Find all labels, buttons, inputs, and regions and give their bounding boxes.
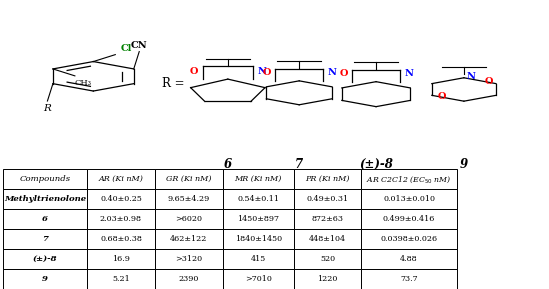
Text: 73.7: 73.7 bbox=[400, 275, 418, 283]
Bar bbox=[87, 249, 155, 269]
Text: R: R bbox=[43, 104, 52, 114]
Bar bbox=[155, 189, 223, 209]
Text: GR (Ki nM): GR (Ki nM) bbox=[166, 175, 212, 183]
Text: 9.65±4.29: 9.65±4.29 bbox=[168, 195, 210, 203]
Text: 6: 6 bbox=[42, 215, 48, 223]
Text: AR (Ki nM): AR (Ki nM) bbox=[98, 175, 143, 183]
Text: CH₃: CH₃ bbox=[75, 79, 92, 87]
Text: 4.88: 4.88 bbox=[400, 255, 418, 263]
Text: AR C2C12 (EC$_{50}$ nM): AR C2C12 (EC$_{50}$ nM) bbox=[366, 174, 452, 185]
Text: 7: 7 bbox=[42, 235, 48, 243]
Bar bbox=[3, 209, 87, 229]
Text: 1840±1450: 1840±1450 bbox=[234, 235, 282, 243]
Bar bbox=[223, 269, 294, 289]
Text: O: O bbox=[262, 68, 271, 77]
Bar bbox=[155, 209, 223, 229]
Text: 2390: 2390 bbox=[179, 275, 199, 283]
Text: CN: CN bbox=[131, 41, 148, 50]
Bar bbox=[3, 269, 87, 289]
Text: 9: 9 bbox=[460, 158, 468, 171]
Text: PR (Ki nM): PR (Ki nM) bbox=[305, 175, 350, 183]
Bar bbox=[361, 249, 457, 269]
Bar bbox=[155, 229, 223, 249]
Bar bbox=[361, 229, 457, 249]
Text: (±)-8: (±)-8 bbox=[359, 158, 393, 171]
Text: 872±63: 872±63 bbox=[311, 215, 344, 223]
Text: N: N bbox=[467, 72, 475, 81]
Text: Compounds: Compounds bbox=[19, 175, 70, 183]
Text: 0.49±0.31: 0.49±0.31 bbox=[306, 195, 349, 203]
Text: MR (Ki nM): MR (Ki nM) bbox=[234, 175, 282, 183]
Text: >6020: >6020 bbox=[175, 215, 203, 223]
Text: O: O bbox=[485, 77, 493, 86]
Text: N: N bbox=[257, 66, 266, 75]
Text: >3120: >3120 bbox=[175, 255, 203, 263]
Bar bbox=[294, 209, 361, 229]
Bar bbox=[294, 189, 361, 209]
Text: 2.03±0.98: 2.03±0.98 bbox=[100, 215, 142, 223]
Text: R =: R = bbox=[162, 77, 184, 90]
Text: O: O bbox=[438, 92, 446, 101]
Bar bbox=[223, 189, 294, 209]
Bar bbox=[223, 209, 294, 229]
Text: (±)-8: (±)-8 bbox=[32, 255, 57, 263]
Text: 0.499±0.416: 0.499±0.416 bbox=[383, 215, 435, 223]
Text: 0.68±0.38: 0.68±0.38 bbox=[100, 235, 142, 243]
Text: Cl: Cl bbox=[121, 44, 132, 53]
Text: O: O bbox=[190, 66, 198, 75]
Text: 415: 415 bbox=[250, 255, 266, 263]
Bar bbox=[361, 189, 457, 209]
Bar bbox=[223, 249, 294, 269]
Text: 520: 520 bbox=[320, 255, 335, 263]
Bar bbox=[294, 269, 361, 289]
Bar bbox=[155, 169, 223, 189]
Bar bbox=[294, 249, 361, 269]
Text: O: O bbox=[340, 69, 348, 78]
Text: 0.54±0.11: 0.54±0.11 bbox=[237, 195, 279, 203]
Text: N: N bbox=[404, 69, 413, 78]
Text: >7010: >7010 bbox=[245, 275, 272, 283]
Bar bbox=[3, 249, 87, 269]
Text: 16.9: 16.9 bbox=[112, 255, 130, 263]
Bar bbox=[294, 169, 361, 189]
Text: Methyltrienolone: Methyltrienolone bbox=[4, 195, 86, 203]
Bar bbox=[294, 229, 361, 249]
Text: 5.21: 5.21 bbox=[112, 275, 130, 283]
Text: 0.0398±0.026: 0.0398±0.026 bbox=[380, 235, 438, 243]
Text: 0.013±0.010: 0.013±0.010 bbox=[383, 195, 435, 203]
Bar bbox=[155, 269, 223, 289]
Bar bbox=[361, 269, 457, 289]
Bar bbox=[3, 189, 87, 209]
Text: 1220: 1220 bbox=[317, 275, 338, 283]
Bar bbox=[87, 269, 155, 289]
Bar bbox=[361, 169, 457, 189]
Text: 462±122: 462±122 bbox=[170, 235, 208, 243]
Text: 0.40±0.25: 0.40±0.25 bbox=[100, 195, 142, 203]
Bar bbox=[87, 189, 155, 209]
Bar bbox=[361, 209, 457, 229]
Text: 7: 7 bbox=[295, 158, 303, 171]
Bar bbox=[223, 169, 294, 189]
Bar bbox=[87, 169, 155, 189]
Bar bbox=[223, 229, 294, 249]
Bar bbox=[87, 209, 155, 229]
Text: 9: 9 bbox=[42, 275, 48, 283]
Bar bbox=[3, 169, 87, 189]
Text: 448±104: 448±104 bbox=[309, 235, 346, 243]
Text: 1450±897: 1450±897 bbox=[237, 215, 279, 223]
Bar bbox=[155, 249, 223, 269]
Bar bbox=[87, 229, 155, 249]
Text: 6: 6 bbox=[224, 158, 232, 171]
Text: N: N bbox=[328, 68, 337, 77]
Bar bbox=[3, 229, 87, 249]
